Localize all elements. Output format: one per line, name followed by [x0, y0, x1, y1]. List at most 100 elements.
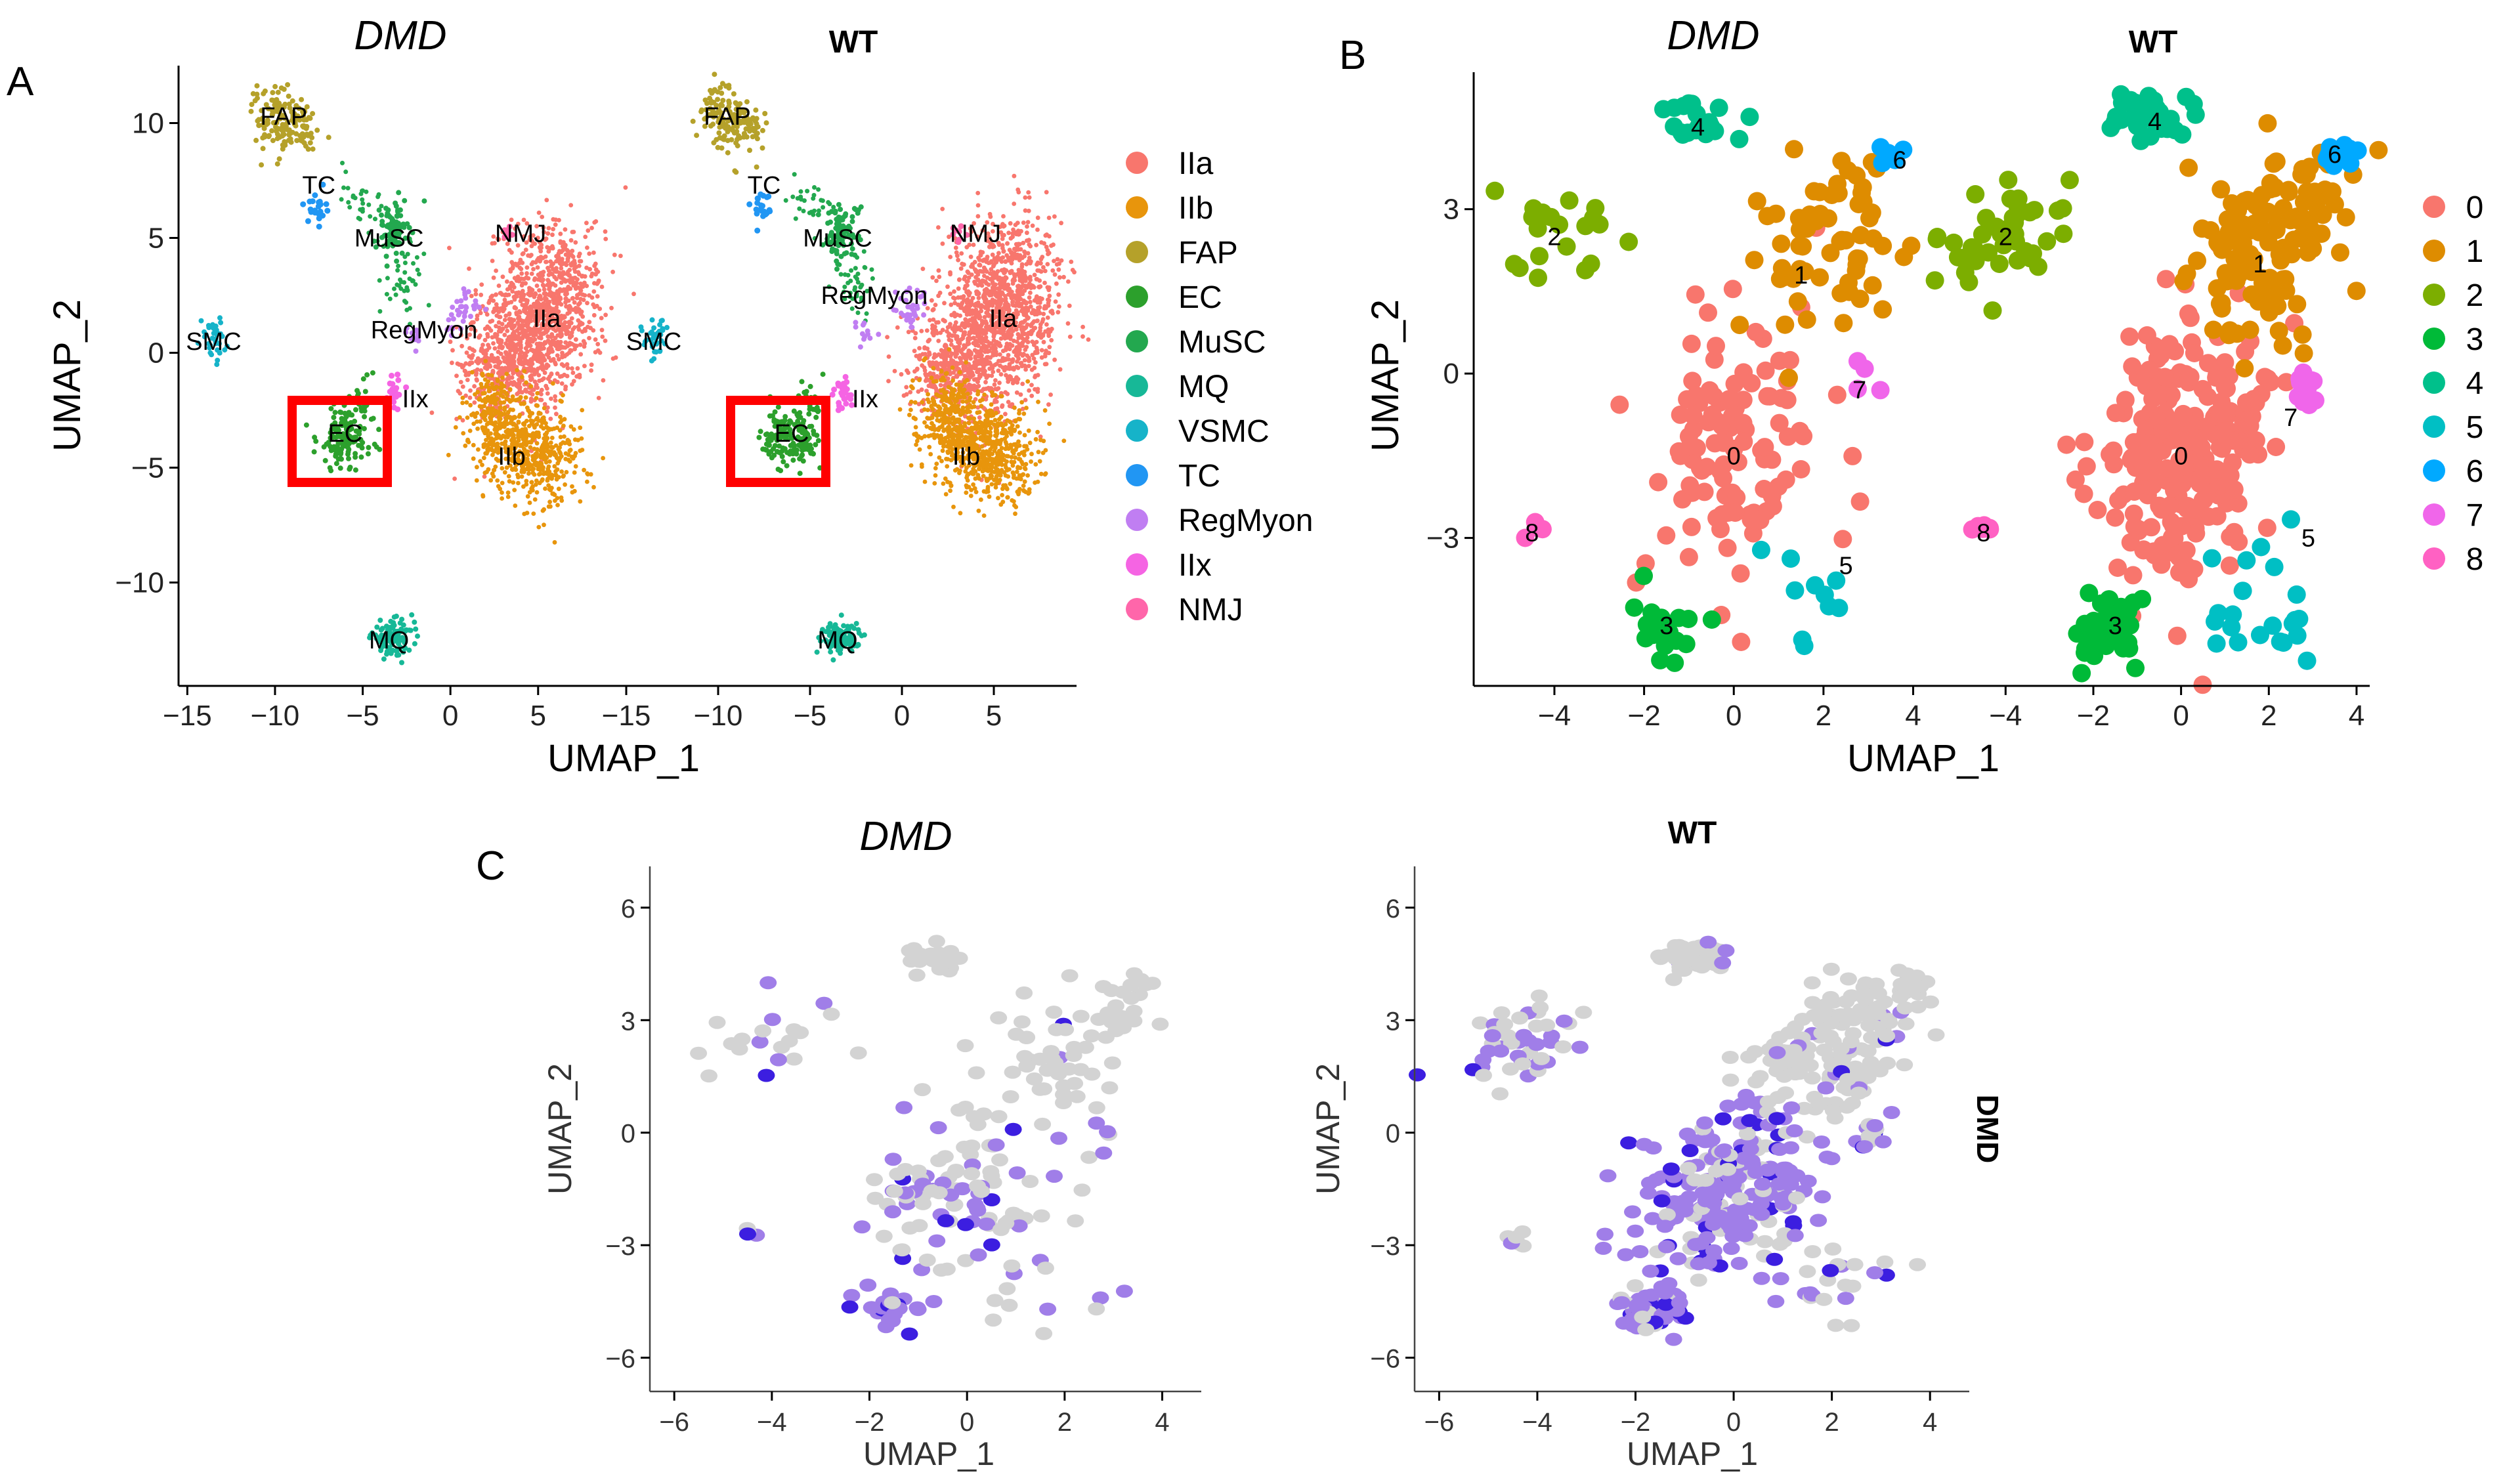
cell-iia-point [526, 339, 531, 344]
cell-iia-point [578, 281, 583, 286]
cell-iia-point [919, 329, 924, 333]
cell-iia-point [494, 313, 500, 318]
cell-iia-point [546, 249, 551, 254]
cell-iib-point [984, 441, 989, 446]
cell-iia-point [496, 362, 502, 366]
cell-iia-point [529, 271, 534, 276]
cell-iib-point [1033, 436, 1038, 442]
cell-iib-point [507, 478, 512, 484]
cell-iia-point [933, 354, 939, 358]
cell-iia-point [922, 365, 927, 370]
cell-iia-point [524, 335, 529, 340]
cell-iia-point [1008, 335, 1013, 340]
cell-iia-point [571, 379, 576, 384]
cell-iia-point [940, 241, 945, 246]
cell-iia-point [1056, 267, 1061, 272]
cell-iia-point [933, 362, 939, 368]
cell-musc-point [345, 186, 351, 191]
cell-iia-point [959, 251, 964, 256]
cell-iia-point [507, 352, 512, 356]
cell-iia-point [977, 268, 983, 274]
cell-iia-point [515, 243, 521, 248]
cell-iib-point [530, 437, 535, 442]
cell-iia-point [511, 380, 517, 385]
cell-iia-point [963, 320, 968, 326]
cell-iib-point [502, 405, 507, 410]
cell-iib-point [536, 410, 542, 415]
cell-iia-point [492, 356, 496, 361]
cell-iia-point [1058, 367, 1063, 372]
cell-fap-point [270, 90, 276, 96]
cell-iia-point [580, 274, 585, 278]
cell-fap-point [274, 131, 280, 137]
cell-iia-point [956, 348, 962, 353]
cell-iia-point [1067, 303, 1072, 308]
cell-iib-point [576, 438, 580, 442]
cell-fap-point [255, 95, 260, 101]
cell-iib-point [555, 496, 560, 501]
cell-ec-point [311, 449, 317, 455]
cell-iib-point [563, 482, 567, 487]
cell-iia-point [546, 226, 551, 230]
cell-iia-point [1042, 268, 1048, 274]
cell-iia-point [469, 293, 474, 299]
cell-iia-point [494, 302, 499, 307]
cell-iia-point [1018, 297, 1023, 301]
cell-iia-point [1002, 286, 1007, 291]
cell-iia-point [920, 266, 926, 271]
cell-iia-point [559, 302, 564, 307]
panel-a-dmd-title: DMD [354, 13, 446, 58]
cell-ec-point [364, 372, 370, 378]
cell-iia-point [559, 373, 565, 379]
cell-ec-point [377, 446, 383, 452]
cell-regmyon-point [463, 305, 469, 310]
cell-iia-point [1044, 322, 1049, 327]
cell-iib-point [510, 431, 515, 436]
cell-iib-point [951, 504, 956, 509]
cell-iia-point [578, 259, 584, 264]
cell-iia-point [973, 269, 979, 274]
cell-iia-point [527, 238, 532, 242]
cell-iib-point [530, 471, 536, 475]
cell-iia-point [951, 295, 956, 300]
cell-iia-point [531, 304, 536, 309]
cell-iia-point [472, 384, 477, 389]
cell-iia-point [546, 350, 551, 356]
cell-iia-point [511, 371, 515, 376]
cell-iia-point [555, 353, 560, 358]
cell-iia-point [576, 263, 582, 268]
cell-iia-point [968, 349, 972, 354]
cell-iib-point [498, 486, 503, 492]
cell-iib-point [572, 470, 577, 475]
cell-iia-point [582, 364, 587, 368]
cell-iib-point [519, 474, 524, 479]
cell-iia-point [478, 310, 483, 316]
cell-iia-point [502, 332, 507, 337]
cell-iia-point [1035, 318, 1039, 324]
cell-iia-point [494, 268, 498, 273]
cell-musc-point [356, 215, 361, 221]
cell-musc-point [396, 190, 402, 196]
cell-iia-point [525, 349, 530, 354]
cell-iib-point [480, 398, 485, 403]
cell-iia-point [515, 263, 520, 268]
cell-iia-point [1086, 337, 1091, 342]
cell-iib-point [534, 396, 539, 400]
cell-iia-point [971, 373, 975, 377]
cell-iib-point [547, 499, 552, 505]
cell-iia-point [1040, 317, 1046, 322]
cell-iib-point [547, 459, 552, 464]
cell-iia-point [1028, 299, 1033, 305]
cell-musc-point [366, 202, 372, 207]
cell-iia-point [1019, 262, 1025, 267]
cell-iia-point [1046, 303, 1051, 308]
cell-iia-point [928, 318, 932, 323]
cell-iib-point [556, 486, 561, 492]
cell-musc-point [343, 169, 349, 175]
cell-iia-point [1066, 279, 1071, 284]
cell-iia-point [968, 254, 973, 259]
cell-iia-point [993, 398, 998, 402]
cell-iia-point [927, 337, 932, 343]
cell-iib-point [1024, 406, 1029, 410]
